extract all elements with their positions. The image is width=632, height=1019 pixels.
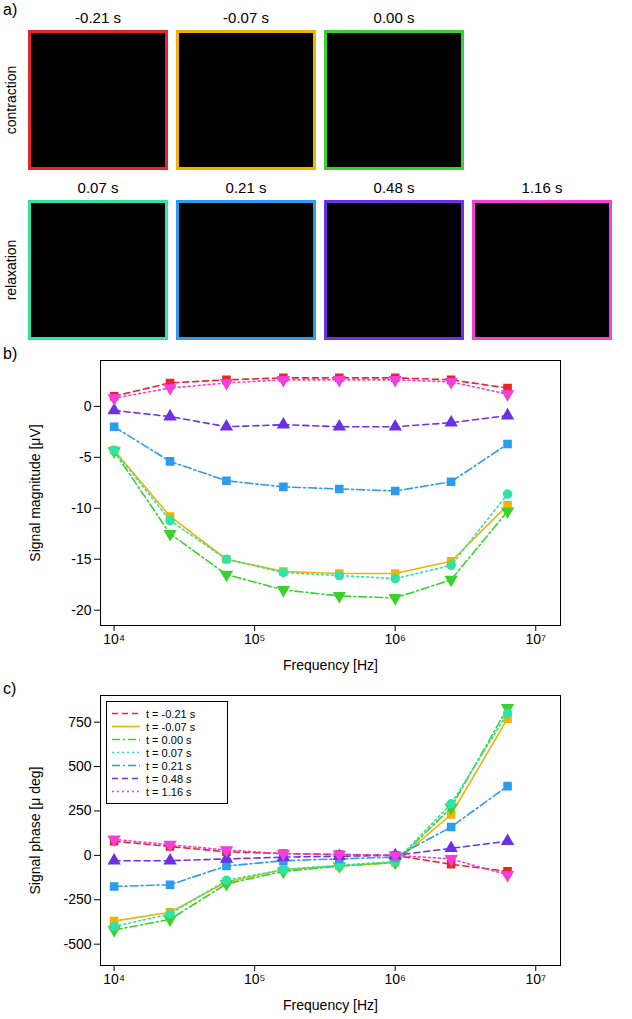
svg-text:10⁶: 10⁶ — [385, 971, 406, 987]
svg-text:t = 0.00 s: t = 0.00 s — [146, 734, 192, 746]
svg-text:-0.21 s: -0.21 s — [75, 9, 121, 26]
svg-text:t = 0.48 s: t = 0.48 s — [146, 773, 192, 785]
svg-text:0.21 s: 0.21 s — [226, 179, 267, 196]
html-text:c): c) — [3, 680, 17, 697]
svg-text:contraction: contraction — [3, 66, 19, 134]
svg-text:-500: -500 — [63, 936, 91, 952]
svg-text:-15: -15 — [71, 551, 91, 567]
svg-text:0: 0 — [84, 847, 92, 863]
svg-text:1.16 s: 1.16 s — [522, 179, 563, 196]
svg-text:Signal phase [μ deg]: Signal phase [μ deg] — [27, 767, 43, 895]
svg-text:-0.07 s: -0.07 s — [223, 9, 269, 26]
svg-text:0: 0 — [84, 398, 92, 414]
svg-text:-20: -20 — [71, 602, 91, 618]
svg-text:relaxation: relaxation — [3, 240, 19, 301]
svg-text:10⁴: 10⁴ — [103, 631, 125, 647]
svg-text:-5: -5 — [79, 449, 92, 465]
svg-text:10⁶: 10⁶ — [385, 631, 406, 647]
svg-text:a): a) — [3, 1, 17, 18]
svg-text:t = 0.21 s: t = 0.21 s — [146, 760, 192, 772]
svg-text:Frequency [Hz]: Frequency [Hz] — [283, 657, 378, 673]
svg-text:10⁷: 10⁷ — [525, 631, 546, 647]
svg-text:0.07 s: 0.07 s — [78, 179, 119, 196]
svg-text:10⁷: 10⁷ — [525, 971, 546, 987]
svg-text:750: 750 — [68, 714, 92, 730]
svg-text:t = -0.21 s: t = -0.21 s — [146, 708, 196, 720]
svg-text:500: 500 — [68, 758, 92, 774]
svg-text:t = 0.07 s: t = 0.07 s — [146, 747, 192, 759]
svg-text:Signal magnitude [μV]: Signal magnitude [μV] — [27, 424, 43, 561]
svg-text:-250: -250 — [63, 891, 91, 907]
svg-text:10⁵: 10⁵ — [244, 971, 265, 987]
svg-text:Frequency [Hz]: Frequency [Hz] — [283, 997, 378, 1013]
svg-text:t = -0.07 s: t = -0.07 s — [146, 721, 196, 733]
svg-text:-10: -10 — [71, 500, 91, 516]
html-text:b): b) — [3, 345, 18, 362]
svg-text:t = 1.16 s: t = 1.16 s — [146, 786, 192, 798]
svg-text:0.00 s: 0.00 s — [374, 9, 415, 26]
svg-text:10⁵: 10⁵ — [244, 631, 265, 647]
svg-text:250: 250 — [68, 802, 92, 818]
svg-text:0.48 s: 0.48 s — [374, 179, 415, 196]
svg-text:10⁴: 10⁴ — [103, 971, 125, 987]
